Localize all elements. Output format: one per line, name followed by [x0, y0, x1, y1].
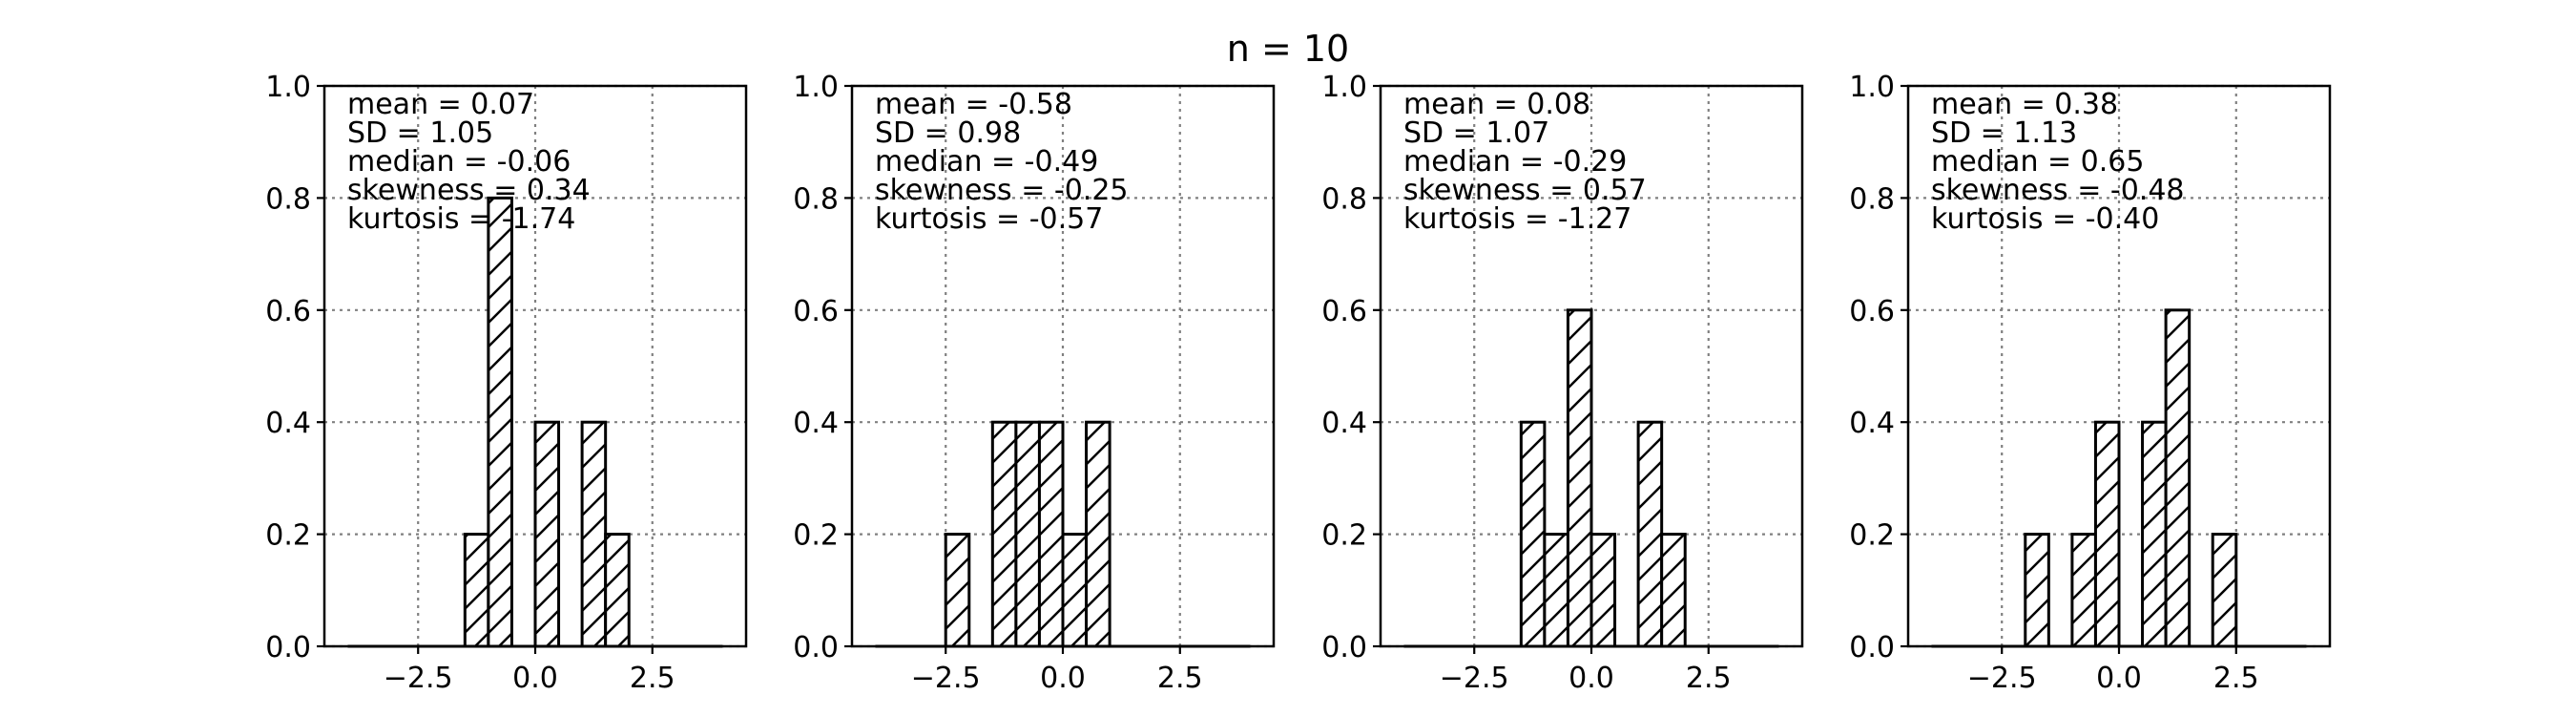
x-tick-label: −2.5: [911, 662, 981, 695]
histogram-bar: [1037, 420, 1065, 648]
y-tick-label: 0.6: [793, 295, 839, 328]
y-tick-label: 1.0: [793, 71, 839, 104]
y-tick-label: 0.0: [793, 631, 839, 664]
histogram-bar: [1566, 308, 1593, 648]
y-tick-label: 0.2: [1321, 519, 1367, 553]
histogram-bar: [2070, 533, 2097, 648]
stat-annotation: mean = 0.07: [347, 88, 534, 121]
histogram-panel-2: 0.0 0.2 0.4 0.6 0.8 1.0 −2.5 0.0 2.5 mean = -0.58…: [793, 71, 1276, 695]
stat-annotation: mean = 0.08: [1403, 88, 1590, 121]
y-tick-label: 0.6: [1849, 295, 1895, 328]
y-tick-label: 0.8: [793, 182, 839, 216]
stat-annotation: SD = 0.98: [875, 116, 1021, 150]
x-tick-label: 0.0: [1040, 662, 1086, 695]
histogram-bar: [1660, 533, 1687, 648]
stat-annotation: SD = 1.13: [1931, 116, 2077, 150]
x-tick-label: 0.0: [2096, 662, 2142, 695]
y-tick-label: 0.0: [1321, 631, 1367, 664]
histogram-bar: [580, 420, 608, 648]
x-tick-label: −2.5: [1967, 662, 2037, 695]
y-tick-label: 0.4: [1321, 407, 1367, 440]
histogram-bar: [944, 533, 971, 648]
histogram-bar: [1543, 533, 1569, 648]
y-tick-label: 0.6: [1321, 295, 1367, 328]
x-tick-label: 0.0: [512, 662, 558, 695]
histogram-bar: [2141, 420, 2168, 648]
x-tick-label: 2.5: [1686, 662, 1732, 695]
histogram-bar: [463, 533, 490, 648]
stat-annotation: skewness = 0.34: [347, 174, 591, 207]
y-tick-label: 0.2: [793, 519, 839, 553]
stat-annotation: skewness = 0.57: [1403, 174, 1647, 207]
x-tick-label: −2.5: [384, 662, 453, 695]
histogram-bar: [2024, 533, 2050, 648]
histogram-panel-3: 0.0 0.2 0.4 0.6 0.8 1.0 −2.5 0.0 2.5 mean = 0.08S…: [1321, 71, 1804, 695]
stat-annotation: skewness = -0.25: [875, 174, 1129, 207]
histogram-bar: [1589, 533, 1617, 648]
histogram-panel-1: 0.0 0.2 0.4 0.6 0.8 1.0 −2.5 0.0 2.5 mean = 0.07S…: [265, 71, 748, 695]
histogram-panel-4: 0.0 0.2 0.4 0.6 0.8 1.0 −2.5 0.0 2.5 mean = 0.38S…: [1849, 71, 2332, 695]
stat-annotation: kurtosis = -1.74: [347, 202, 575, 236]
figure-title: n = 10: [1227, 28, 1349, 70]
stat-annotation: mean = -0.58: [875, 88, 1072, 121]
histogram-bar: [487, 196, 513, 648]
histogram-bar: [1061, 533, 1089, 648]
y-tick-label: 0.4: [1849, 407, 1895, 440]
y-tick-label: 0.8: [265, 182, 311, 216]
stat-annotation: median = -0.49: [875, 145, 1098, 179]
x-tick-label: 0.0: [1568, 662, 1614, 695]
histogram-bar: [533, 420, 561, 648]
y-tick-label: 0.8: [1849, 182, 1895, 216]
stat-annotation: kurtosis = -0.57: [875, 202, 1103, 236]
stat-annotation: kurtosis = -1.27: [1403, 202, 1631, 236]
histogram-bar: [1519, 420, 1547, 648]
histogram-bar: [604, 533, 631, 648]
y-tick-label: 1.0: [1321, 71, 1367, 104]
y-tick-label: 0.0: [1849, 631, 1895, 664]
histogram-bar: [2164, 308, 2192, 648]
histogram-bar: [1014, 420, 1041, 648]
histogram-bar: [990, 420, 1018, 648]
y-tick-label: 0.4: [265, 407, 311, 440]
x-tick-label: −2.5: [1440, 662, 1509, 695]
histogram-bar: [1636, 420, 1664, 648]
histogram-bar: [1085, 420, 1111, 648]
y-tick-label: 1.0: [1849, 71, 1895, 104]
stat-annotation: median = -0.06: [347, 145, 571, 179]
y-tick-label: 0.0: [265, 631, 311, 664]
y-tick-label: 0.8: [1321, 182, 1367, 216]
x-tick-label: 2.5: [2213, 662, 2259, 695]
stat-annotation: mean = 0.38: [1931, 88, 2118, 121]
histogram-bar: [2211, 533, 2238, 648]
stat-annotation: SD = 1.05: [347, 116, 493, 150]
stat-annotation: median = 0.65: [1931, 145, 2144, 179]
y-tick-label: 1.0: [265, 71, 311, 104]
x-tick-label: 2.5: [1157, 662, 1203, 695]
y-tick-label: 0.4: [793, 407, 839, 440]
stat-annotation: skewness = -0.48: [1931, 174, 2185, 207]
histogram-bar: [2093, 420, 2121, 648]
y-tick-label: 0.6: [265, 295, 311, 328]
y-tick-label: 0.2: [265, 519, 311, 553]
stat-annotation: median = -0.29: [1403, 145, 1627, 179]
x-tick-label: 2.5: [630, 662, 675, 695]
y-tick-label: 0.2: [1849, 519, 1895, 553]
stat-annotation: kurtosis = -0.40: [1931, 202, 2159, 236]
stat-annotation: SD = 1.07: [1403, 116, 1549, 150]
